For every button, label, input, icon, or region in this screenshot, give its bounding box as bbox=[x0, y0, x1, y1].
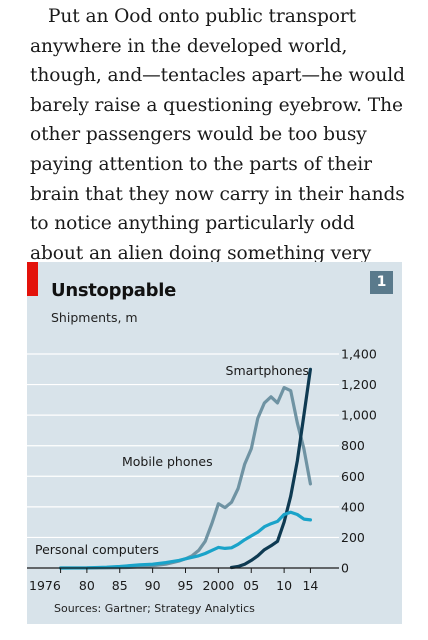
x-tick-label-2005: 05 bbox=[243, 578, 259, 593]
chart-subtitle: Shipments, m bbox=[51, 310, 138, 325]
personal-computers-label: Personal computers bbox=[35, 542, 159, 557]
article-paragraph: Put an Ood onto public transport anywher… bbox=[30, 2, 410, 298]
chart-source: Sources: Gartner; Strategy Analytics bbox=[54, 602, 255, 615]
personal-computers-line bbox=[58, 510, 312, 570]
chart-panel: Unstoppable Shipments, m 1 0 200 400 600 800… bbox=[27, 262, 402, 624]
y-tick-label-1400: 1,400 bbox=[341, 347, 377, 362]
y-tick-label-1200: 1,200 bbox=[341, 377, 377, 392]
x-tick-label-2000: 2000 bbox=[202, 578, 234, 593]
red-tag-marker bbox=[27, 262, 38, 296]
x-tick-label-1990: 90 bbox=[145, 578, 161, 593]
chart-number-badge: 1 bbox=[370, 271, 393, 294]
chart-plot: 0 200 400 600 800 1,000 1,200 1,400 1976 80 85 90 95… bbox=[27, 347, 377, 594]
x-tick-label-2010: 10 bbox=[276, 578, 292, 593]
series-layer bbox=[58, 367, 312, 570]
y-tick-label-1000: 1,000 bbox=[341, 408, 377, 423]
x-tick-label-1976: 1976 bbox=[29, 578, 61, 593]
axis-layer bbox=[27, 567, 339, 573]
chart-title: Unstoppable bbox=[51, 280, 176, 301]
x-tick-label-1985: 85 bbox=[112, 578, 128, 593]
smartphones-label: Smartphones bbox=[226, 363, 309, 378]
x-tick-label-2014: 14 bbox=[302, 578, 318, 593]
x-tick-label-1980: 80 bbox=[79, 578, 95, 593]
y-tick-label-200: 200 bbox=[341, 530, 365, 545]
y-tick-label-800: 800 bbox=[341, 438, 365, 453]
article-text: Put an Ood onto public transport anywher… bbox=[30, 6, 405, 293]
mobile-phones-label: Mobile phones bbox=[122, 454, 213, 469]
y-tick-label-400: 400 bbox=[341, 499, 365, 514]
mobile-phones-line bbox=[58, 385, 312, 570]
label-layer: 0 200 400 600 800 1,000 1,200 1,400 1976 80 85 90 95… bbox=[29, 347, 377, 594]
x-tick-label-1995: 95 bbox=[178, 578, 194, 593]
y-tick-label-600: 600 bbox=[341, 469, 365, 484]
grid-layer bbox=[27, 353, 339, 539]
y-tick-label-0: 0 bbox=[341, 561, 349, 576]
smartphones-line bbox=[229, 367, 312, 570]
